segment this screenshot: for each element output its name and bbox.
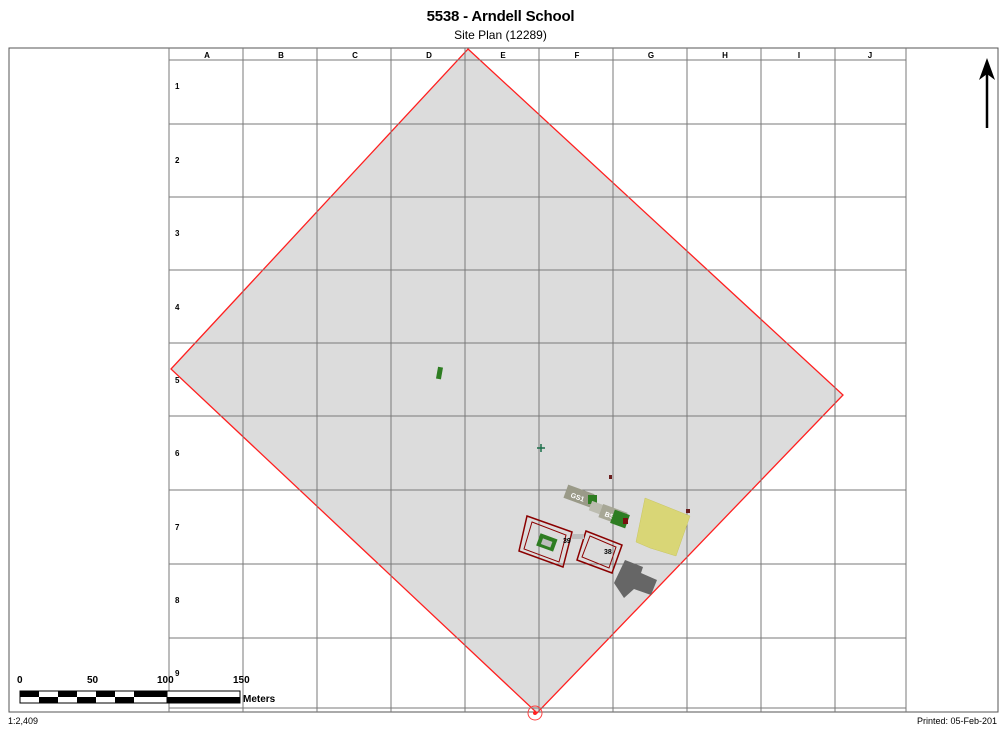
building-gs1: [563, 484, 595, 508]
small-structure: [686, 509, 690, 513]
grid-row-label: 5: [175, 376, 180, 385]
north-arrow-icon: [979, 58, 995, 128]
grid-column-label: E: [500, 51, 506, 60]
boundary-point-icon: [533, 711, 537, 715]
scale-bar: [19, 690, 241, 704]
grid-column-label: A: [204, 51, 210, 60]
grid-row-label: 8: [175, 596, 180, 605]
grid-row-label: 3: [175, 229, 180, 238]
scale-ratio: 1:2,409: [8, 716, 39, 726]
grid-column-label: D: [426, 51, 432, 60]
grid-row-label: 7: [175, 523, 180, 532]
building-label-39: 39: [563, 538, 571, 545]
boundary-marker-icon: [527, 705, 543, 721]
yellow-area: [635, 497, 691, 557]
grid-row-label: 9: [175, 669, 180, 678]
grid-column-label: H: [722, 51, 728, 60]
building-label-bs: BS: [603, 511, 615, 521]
grid-column-label: J: [867, 51, 873, 60]
grid-column-label: C: [352, 51, 358, 60]
scale-tick-label: 150: [233, 675, 250, 686]
dark-building: [614, 560, 657, 598]
grid-column-label: F: [574, 51, 580, 60]
marker-cross-icon: [537, 444, 545, 452]
scale-unit-label: Meters: [243, 694, 276, 705]
map-title: 5538 - Arndell School: [426, 8, 575, 25]
building-label-38: 38: [604, 549, 612, 556]
grid-lines: [168, 48, 907, 712]
grid-column-label: G: [647, 51, 655, 60]
grid-row-label: 6: [175, 449, 180, 458]
vegetation-patch: [588, 495, 597, 504]
grid-row-label: 2: [175, 156, 180, 165]
map-subtitle: Site Plan (12289): [454, 28, 547, 42]
building-label-gs1: GS1: [569, 492, 585, 503]
building-39: [518, 515, 573, 568]
vegetation-patch: [435, 366, 443, 380]
grid-row-label: 4: [175, 303, 180, 312]
scale-tick-label: 0: [17, 675, 23, 686]
scale-tick-label: 50: [87, 675, 99, 686]
small-structure: [609, 475, 612, 479]
grid-column-label: B: [278, 51, 284, 60]
small-structure: [623, 518, 628, 524]
printed-date: Printed: 05-Feb-201: [916, 716, 997, 726]
grid-column-label: I: [797, 51, 801, 60]
building-38: [572, 530, 623, 574]
scale-tick-label: 100: [157, 675, 174, 686]
grid-row-label: 1: [175, 82, 180, 91]
